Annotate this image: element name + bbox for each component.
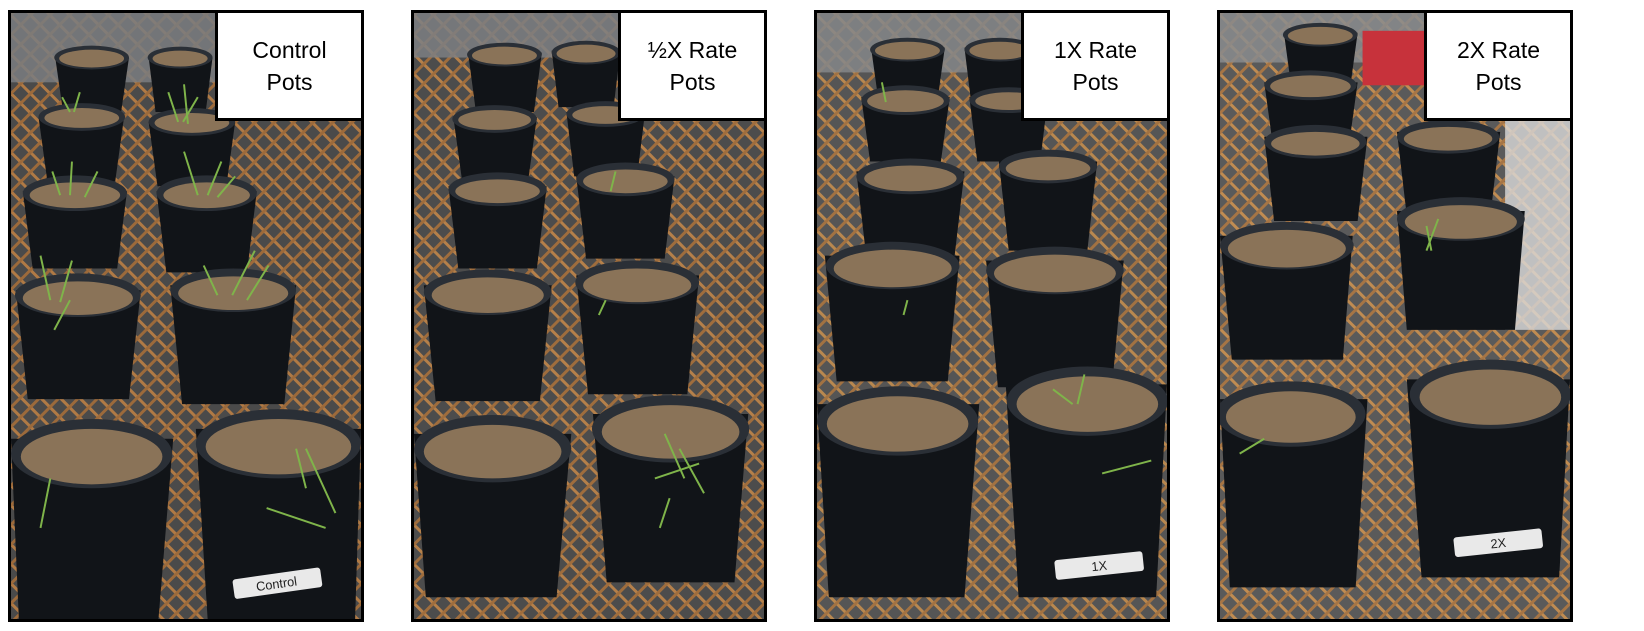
grass-seedlings (597, 171, 705, 529)
grass-seedlings (880, 82, 1152, 475)
treatment-label-half-rate: ½X Rate Pots (618, 13, 764, 121)
pot (575, 260, 700, 395)
pot (1264, 124, 1368, 221)
pot (861, 85, 950, 162)
pot (22, 175, 128, 269)
treatment-label-1x-rate: 1X Rate Pots (1021, 13, 1167, 121)
photo-panel-control: Control Control Pots (8, 10, 364, 622)
pot (170, 268, 297, 405)
pot (14, 273, 141, 400)
pot (856, 158, 965, 256)
pot-tag: Control (232, 567, 323, 599)
pot (1406, 359, 1570, 578)
treatment-label-control: Control Pots (215, 13, 361, 121)
pot (1396, 197, 1525, 330)
pot (148, 108, 236, 187)
label-line-2: Pots (266, 68, 313, 95)
label-line-1: 1X Rate (1053, 36, 1138, 63)
pot (38, 103, 126, 182)
pot (817, 386, 980, 598)
pot-tag: 2X (1453, 528, 1543, 557)
treatment-label-2x-rate: 2X Rate Pots (1424, 13, 1570, 121)
pot (11, 418, 174, 619)
pot (998, 149, 1098, 251)
label-line-2: Pots (1072, 68, 1119, 95)
label-line-2: Pots (669, 68, 716, 95)
svg-text:2X: 2X (1490, 535, 1508, 552)
photo-2x-rate-pots: 2X (1220, 13, 1570, 619)
pot (1396, 119, 1501, 216)
svg-text:1X: 1X (1091, 558, 1109, 575)
pot (824, 241, 960, 382)
pot (467, 42, 542, 113)
pot (147, 46, 213, 113)
pot (591, 395, 750, 583)
svg-text:Control: Control (255, 573, 298, 594)
pot (423, 269, 552, 402)
pot (452, 105, 537, 182)
pot (576, 162, 675, 259)
pot (1220, 221, 1354, 360)
pot (54, 45, 129, 113)
pot (1005, 366, 1167, 598)
pot (551, 40, 621, 108)
label-line-1: 2X Rate (1456, 36, 1541, 63)
photo-panel-2x-rate: 2X 2X Rate Pots (1217, 10, 1573, 622)
label-line-1: Control (252, 36, 327, 63)
label-line-2: Pots (1475, 68, 1522, 95)
grass-seedlings (1239, 218, 1440, 455)
photo-panel-1x-rate: 1X 1X Rate Pots (814, 10, 1170, 622)
pot (156, 175, 257, 273)
pot (986, 246, 1124, 388)
grass-seedlings (39, 84, 337, 529)
photo-panel-half-rate: ½X Rate Pots (411, 10, 767, 622)
pot (414, 415, 572, 598)
pot-tag: 1X (1054, 551, 1144, 580)
pot (448, 172, 547, 269)
label-line-1: ½X Rate (647, 36, 738, 63)
pot (1220, 381, 1368, 588)
